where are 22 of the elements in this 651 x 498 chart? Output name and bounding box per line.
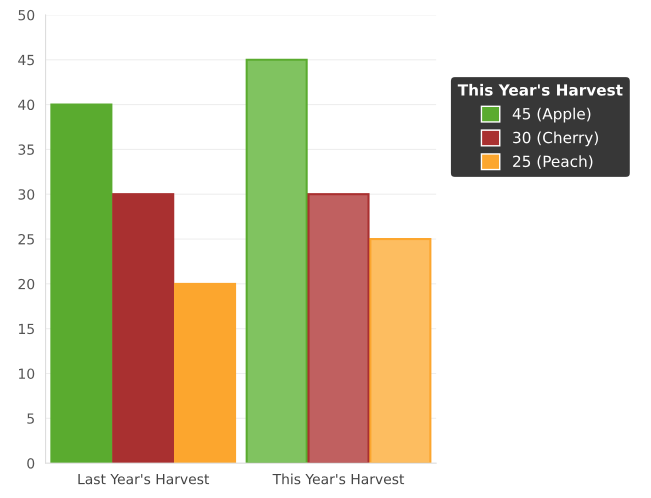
bar [50,104,112,464]
y-tick-label: 20 [18,278,34,290]
x-tick-label: Last Year's Harvest [78,474,210,484]
legend-title: This Year's Harvest [458,84,623,96]
y-tick-label: 15 [19,324,34,334]
legend-label: 30 (Cherry) [513,132,598,146]
legend-label: 45 (Apple) [512,108,590,122]
y-tick-label: 30 [18,189,34,200]
y-tick-label: 5 [27,413,34,424]
bar [369,238,432,464]
y-tick-label: 25 [18,234,34,245]
legend-label: 25 (Peach) [513,155,592,169]
bar [112,193,174,464]
y-tick-label: 0 [27,458,34,469]
y-tick-label: 10 [19,368,34,379]
y-tick-label: 35 [18,144,34,155]
y-tick-label: 50 [18,10,34,20]
bar [246,58,308,464]
y-tick-label: 40 [18,100,34,110]
bar [174,282,236,464]
bar [307,193,370,464]
y-tick-label: 45 [18,54,34,66]
